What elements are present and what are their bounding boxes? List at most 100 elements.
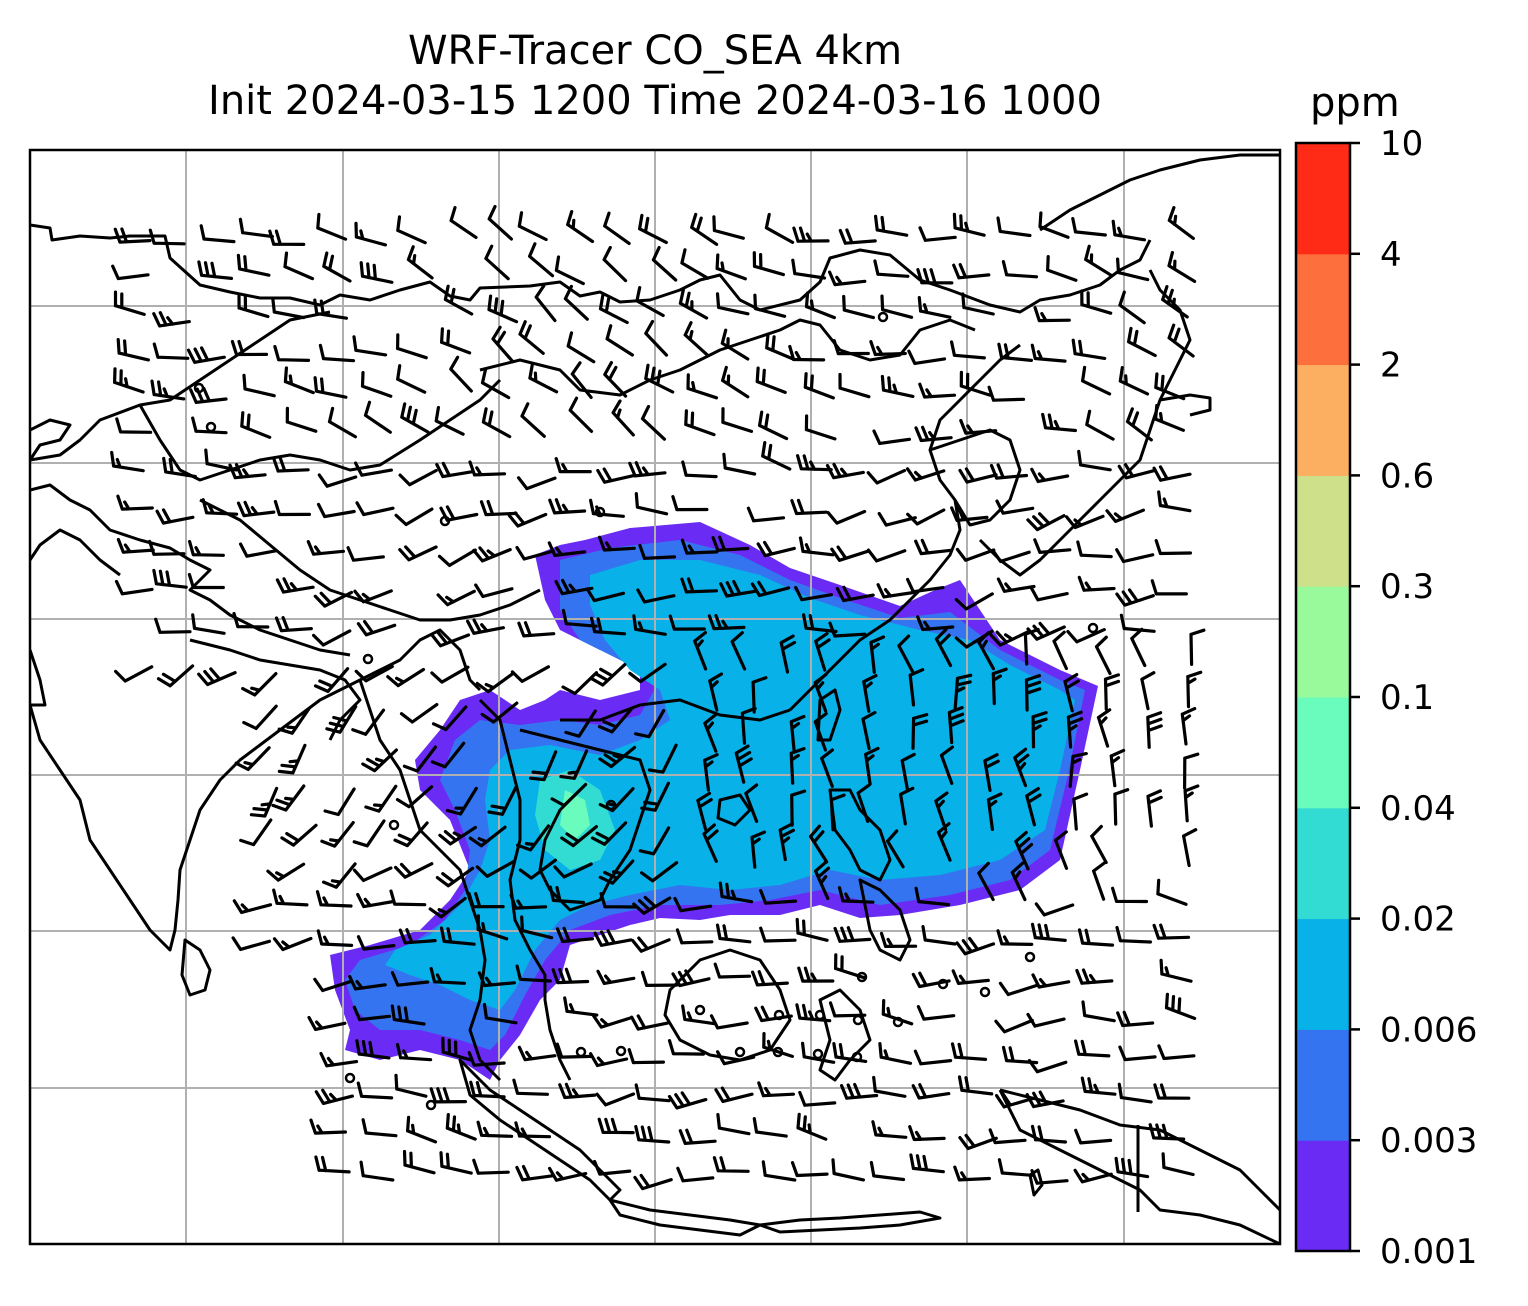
wind-barb: [517, 211, 548, 242]
wind-barb: [1077, 575, 1116, 592]
colorbar-segment: [1296, 697, 1350, 809]
wind-barb: [762, 1032, 794, 1058]
wind-barb: [678, 1128, 717, 1145]
wind-barb: [921, 925, 957, 946]
wind-barb: [911, 971, 951, 989]
wind-barb: [1115, 588, 1155, 607]
wind-barb: [449, 355, 473, 393]
wind-barb: [1189, 628, 1206, 666]
wind-barb: [1186, 670, 1203, 709]
wind-barb: [950, 1042, 988, 1061]
wind-barb: [568, 396, 594, 433]
wind-barb: [1031, 711, 1048, 749]
wind-barb: [842, 294, 875, 320]
wind-barb: [361, 1118, 398, 1138]
wind-barb: [950, 505, 989, 522]
wind-barb: [790, 789, 807, 827]
wind-barb: [1034, 902, 1075, 917]
wind-barb: [548, 1166, 588, 1182]
wind-barb: [390, 971, 430, 987]
wind-barb: [528, 363, 559, 394]
wind-barb: [115, 417, 153, 434]
wind-barb: [114, 579, 154, 596]
colorbar-segment: [1296, 1140, 1350, 1252]
wind-barb: [390, 1004, 426, 1026]
wind-barb: [322, 862, 357, 889]
wind-barb: [934, 627, 953, 668]
wind-barb: [241, 672, 278, 697]
wind-barb: [814, 860, 831, 901]
wind-barb: [1077, 928, 1115, 947]
wind-barb: [797, 966, 835, 983]
wind-barb: [317, 473, 358, 488]
wind-barb: [1033, 538, 1072, 554]
wind-barb: [899, 786, 915, 826]
wind-barb: [603, 361, 628, 398]
wind-barb: [1080, 289, 1113, 315]
wind-barb: [116, 338, 150, 362]
wind-barb: [474, 583, 514, 599]
wind-barb: [598, 859, 635, 885]
wind-barb: [589, 663, 627, 687]
colorbar: 0.001 0.003 0.006 0.02 0.04 0.1 0.3 0.6 2 4 10: [1294, 124, 1477, 1272]
wind-barb: [406, 1115, 438, 1144]
wind-barb: [271, 784, 306, 812]
wind-barb: [755, 366, 787, 394]
wind-barb: [908, 668, 925, 707]
wind-barb: [156, 664, 195, 688]
wind-barb: [795, 917, 829, 942]
wind-barb: [721, 407, 754, 433]
wind-barb: [876, 583, 916, 599]
wind-barb: [900, 752, 916, 792]
wind-barb: [1167, 323, 1195, 358]
wind-barb: [628, 662, 667, 684]
wind-barb: [316, 212, 348, 241]
wind-barb: [431, 705, 468, 732]
wind-barb: [1026, 512, 1066, 532]
wind-barb: [590, 821, 628, 846]
wind-barb: [274, 616, 313, 633]
wind-barb: [676, 1166, 715, 1183]
wind-barb: [518, 320, 545, 355]
wind-barb: [840, 1082, 879, 1100]
wind-barb: [1140, 671, 1156, 711]
wind-barb: [1114, 1156, 1150, 1179]
colorbar-tick-label: 0.006: [1380, 1010, 1477, 1050]
wind-barb: [947, 706, 965, 745]
wind-barb: [914, 886, 951, 907]
wind-barb: [438, 825, 477, 846]
wind-barb: [635, 286, 665, 318]
wind-barb: [595, 1092, 636, 1107]
colorbar-segment: [1296, 364, 1350, 476]
wind-barb: [631, 936, 671, 953]
wind-barb: [312, 629, 352, 647]
wind-barb: [152, 342, 190, 360]
wind-barb: [906, 577, 945, 594]
wind-barb: [825, 462, 865, 480]
wind-barb: [570, 361, 593, 399]
wind-barb: [791, 258, 827, 280]
wind-barb: [548, 498, 587, 515]
wind-barb: [820, 748, 834, 788]
wind-barb: [761, 1160, 797, 1182]
wind-barb: [634, 492, 669, 516]
wind-barb: [880, 294, 914, 319]
wind-barb: [564, 709, 597, 738]
wind-barb: [283, 251, 315, 281]
wind-barb: [716, 1050, 756, 1066]
wind-barb: [686, 373, 719, 400]
wind-barb: [466, 618, 505, 635]
wind-barb: [148, 228, 186, 246]
wind-barb: [1077, 449, 1112, 472]
wind-barb: [680, 248, 710, 280]
colorbar-tick-label: 0.003: [1380, 1121, 1477, 1161]
wind-barb: [1118, 290, 1146, 325]
wind-barb: [789, 714, 806, 754]
wind-barb: [398, 468, 438, 487]
wind-barb: [551, 967, 590, 985]
wind-barb: [1180, 707, 1197, 746]
wind-barb: [395, 1042, 433, 1062]
colorbar-unit-label: ppm: [1310, 80, 1400, 126]
wind-barb: [796, 454, 833, 472]
wind-barb: [1066, 710, 1084, 749]
